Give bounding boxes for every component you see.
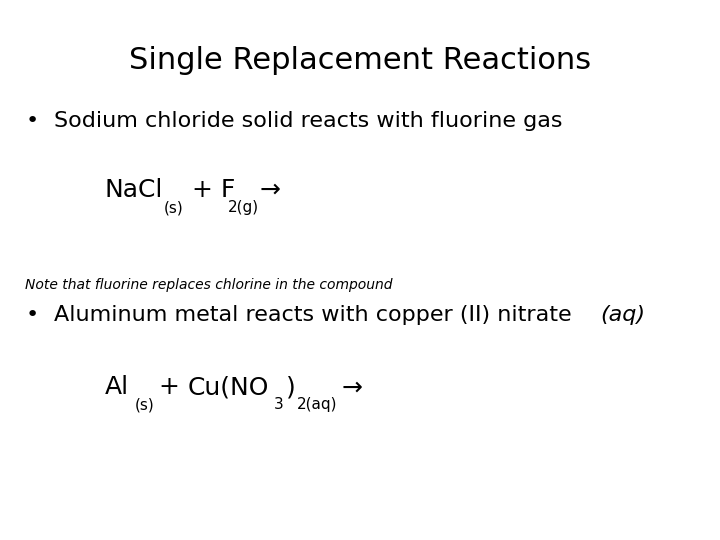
Text: Single Replacement Reactions: Single Replacement Reactions	[129, 46, 591, 75]
Text: Cu(NO: Cu(NO	[187, 375, 269, 399]
Text: Note that fluorine replaces chlorine in the compound: Note that fluorine replaces chlorine in …	[25, 278, 392, 292]
Text: (s): (s)	[164, 200, 184, 215]
Text: (aq): (aq)	[600, 305, 646, 325]
Text: ): )	[286, 375, 296, 399]
Text: 2(aq): 2(aq)	[297, 397, 338, 413]
Text: Aluminum metal reacts with copper (II) nitrate: Aluminum metal reacts with copper (II) n…	[54, 305, 572, 325]
Text: +: +	[158, 375, 179, 399]
Text: 2(g): 2(g)	[228, 200, 259, 215]
Text: NaCl: NaCl	[104, 178, 163, 202]
Text: + F: + F	[192, 178, 235, 202]
Text: Sodium chloride solid reacts with fluorine gas: Sodium chloride solid reacts with fluori…	[54, 111, 562, 131]
Text: 3: 3	[274, 397, 284, 413]
Text: •: •	[25, 305, 38, 325]
Text: Al: Al	[104, 375, 129, 399]
Text: →: →	[259, 178, 280, 202]
Text: •: •	[25, 111, 38, 131]
Text: (s): (s)	[135, 397, 154, 413]
Text: →: →	[342, 375, 363, 399]
